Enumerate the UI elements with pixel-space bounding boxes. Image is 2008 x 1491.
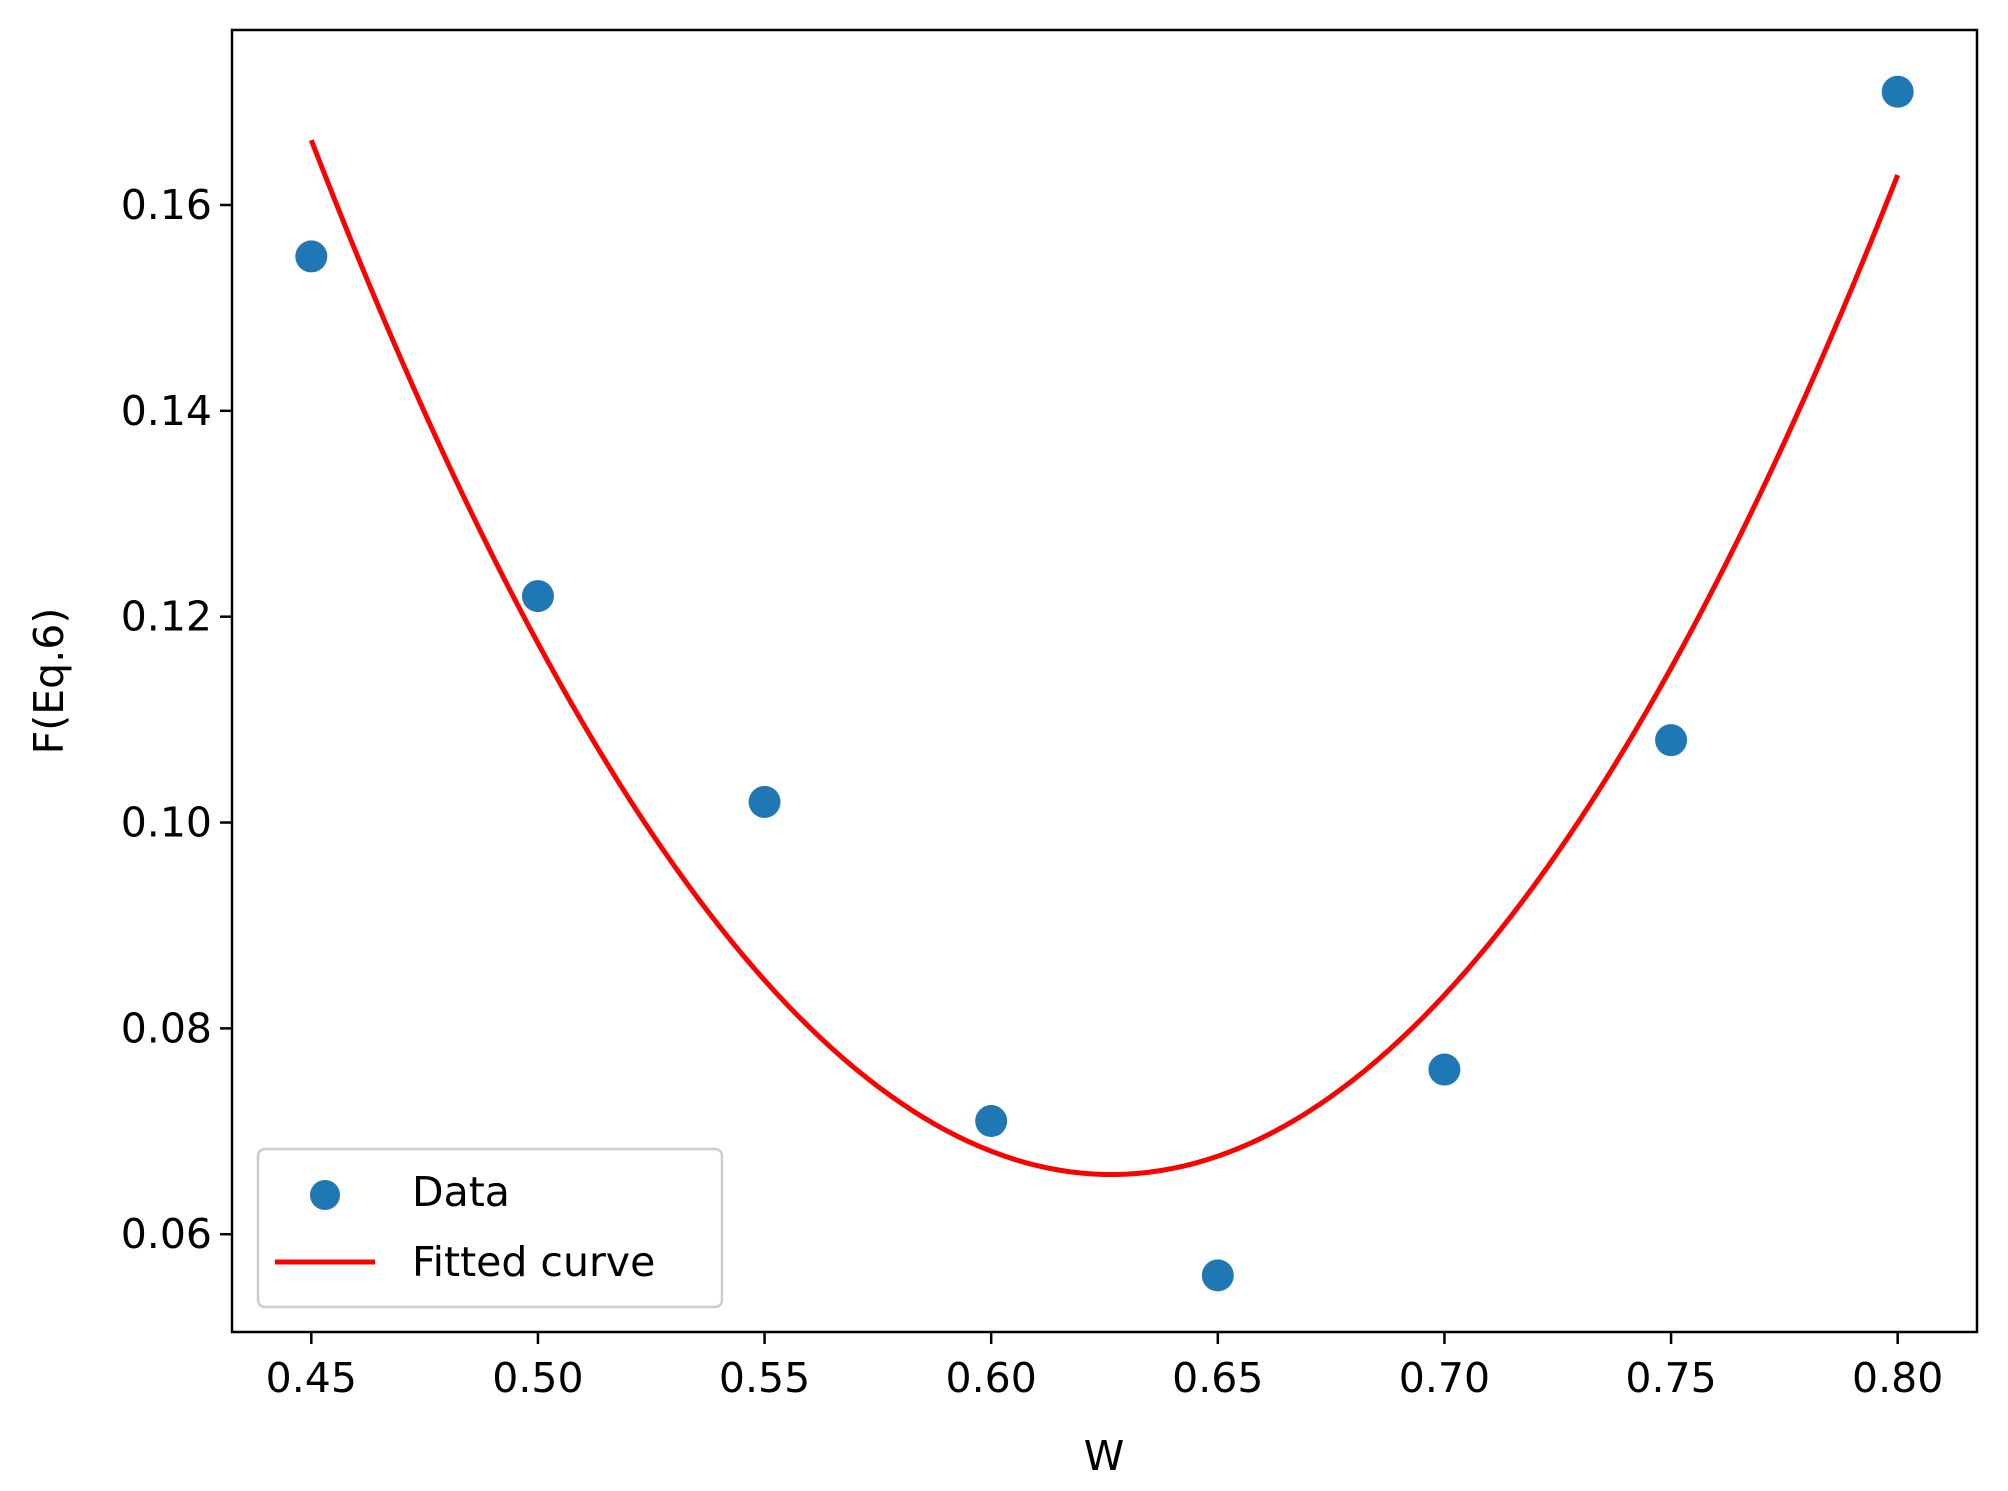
legend-box xyxy=(256,1147,724,1309)
data-point xyxy=(1201,1259,1234,1292)
x-tick-label: 0.75 xyxy=(1625,1354,1716,1402)
y-tick-label: 0.08 xyxy=(121,1004,212,1052)
x-tick-label: 0.45 xyxy=(266,1354,357,1402)
plot-area xyxy=(295,75,1914,1292)
y-tick-label: 0.10 xyxy=(121,799,212,847)
plot-frame xyxy=(230,28,1979,1334)
legend-label-fitted-curve: Fitted curve xyxy=(412,1238,655,1286)
x-tick-label: 0.65 xyxy=(1172,1354,1263,1402)
x-axis-label: W xyxy=(1084,1432,1125,1480)
y-axis-ticks: 0.06 0.08 0.10 0.12 0.14 0.16 xyxy=(121,181,232,1258)
legend-marker-data xyxy=(310,1180,340,1210)
x-tick-label: 0.55 xyxy=(719,1354,810,1402)
data-point xyxy=(521,580,554,613)
legend: Data Fitted curve xyxy=(256,1147,724,1309)
data-point xyxy=(295,240,328,273)
y-tick-label: 0.16 xyxy=(121,181,212,229)
y-axis-label: F(Eq.6) xyxy=(25,608,73,755)
data-point xyxy=(1881,75,1914,108)
x-tick-label: 0.60 xyxy=(946,1354,1037,1402)
y-tick-label: 0.12 xyxy=(121,593,212,641)
y-tick-label: 0.06 xyxy=(121,1210,212,1258)
x-tick-label: 0.70 xyxy=(1399,1354,1490,1402)
data-point xyxy=(1428,1053,1461,1086)
legend-label-data: Data xyxy=(412,1168,510,1216)
x-tick-label: 0.50 xyxy=(492,1354,583,1402)
y-tick-label: 0.14 xyxy=(121,387,212,435)
data-point xyxy=(1655,724,1688,757)
fitted-curve-line xyxy=(308,139,1901,1177)
x-axis-ticks: 0.45 0.50 0.55 0.60 0.65 0.70 0.75 0.80 xyxy=(266,1332,1943,1402)
data-point xyxy=(975,1105,1008,1138)
data-point xyxy=(748,785,781,818)
x-tick-label: 0.80 xyxy=(1852,1354,1943,1402)
